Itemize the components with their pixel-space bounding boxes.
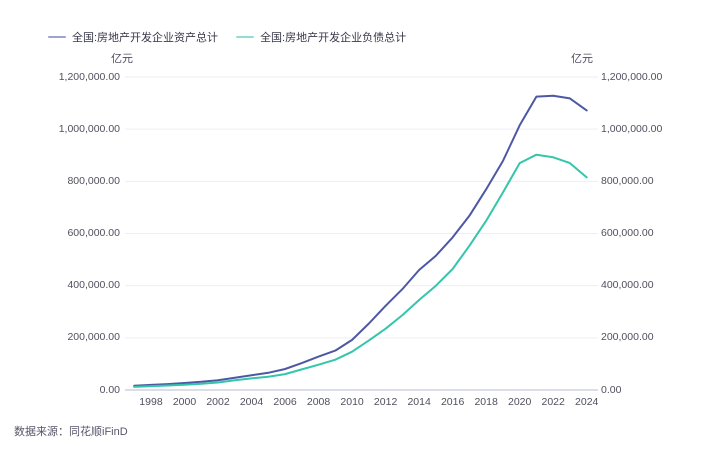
series-line	[133, 153, 588, 388]
x-axis-tick-label: 2008	[306, 396, 331, 408]
legend-item-1[interactable]: 全国:房地产开发企业负债总计	[236, 29, 406, 45]
x-axis-tick-label: 2024	[575, 396, 599, 408]
x-axis-tick-label: 2022	[541, 396, 565, 408]
y-axis-tick-label: 600,000.00	[601, 227, 654, 239]
x-axis-tick-label: 2004	[239, 396, 264, 408]
y-axis-tick-label: 800,000.00	[601, 174, 654, 187]
x-axis-tick-label: 2018	[474, 396, 498, 408]
data-source-label: 数据来源：同花顺iFinD	[14, 426, 128, 438]
legend-item-0[interactable]: 全国:房地产开发企业资产总计	[48, 29, 218, 45]
y-axis-tick-label: 1,200,000.00	[58, 70, 120, 83]
x-axis-tick-label: 2016	[440, 396, 465, 408]
series-line	[133, 94, 588, 387]
x-axis-tick-label: 2012	[373, 396, 398, 408]
legend-line-icon	[236, 36, 255, 38]
y-axis-tick-label: 0.00	[601, 383, 622, 396]
x-axis-tick-label: 1998	[139, 396, 163, 408]
y-axis-tick-label: 1,200,000.00	[601, 70, 663, 83]
y-axis-tick-label: 600,000.00	[67, 227, 120, 239]
x-axis-tick-label: 2020	[507, 396, 532, 408]
y-axis-tick-label: 200,000.00	[601, 331, 654, 344]
x-axis-tick-label: 2014	[407, 396, 431, 408]
y-axis-tick-label: 0.00	[99, 383, 120, 396]
y-axis-tick-label: 400,000.00	[67, 279, 120, 292]
x-axis-tick-label: 2010	[340, 396, 364, 408]
y-axis-tick-label: 1,000,000.00	[601, 122, 663, 135]
y-axis-tick-label: 200,000.00	[67, 331, 120, 344]
y-axis-unit-right: 亿元	[571, 53, 593, 65]
legend-label: 全国:房地产开发企业资产总计	[72, 32, 219, 44]
y-axis-tick-label: 800,000.00	[67, 174, 120, 187]
legend-line-icon	[48, 36, 66, 38]
x-axis-tick-label: 2006	[273, 396, 297, 408]
legend-label: 全国:房地产开发企业负债总计	[260, 32, 407, 44]
x-axis-tick-label: 2000	[172, 396, 197, 408]
legend: 全国:房地产开发企业资产总计 全国:房地产开发企业负债总计	[48, 29, 406, 45]
x-axis-tick-label: 2002	[206, 396, 230, 408]
y-axis-tick-label: 1,000,000.00	[58, 122, 120, 135]
y-axis-tick-label: 400,000.00	[601, 279, 654, 292]
y-axis-unit-left: 亿元	[111, 53, 133, 65]
